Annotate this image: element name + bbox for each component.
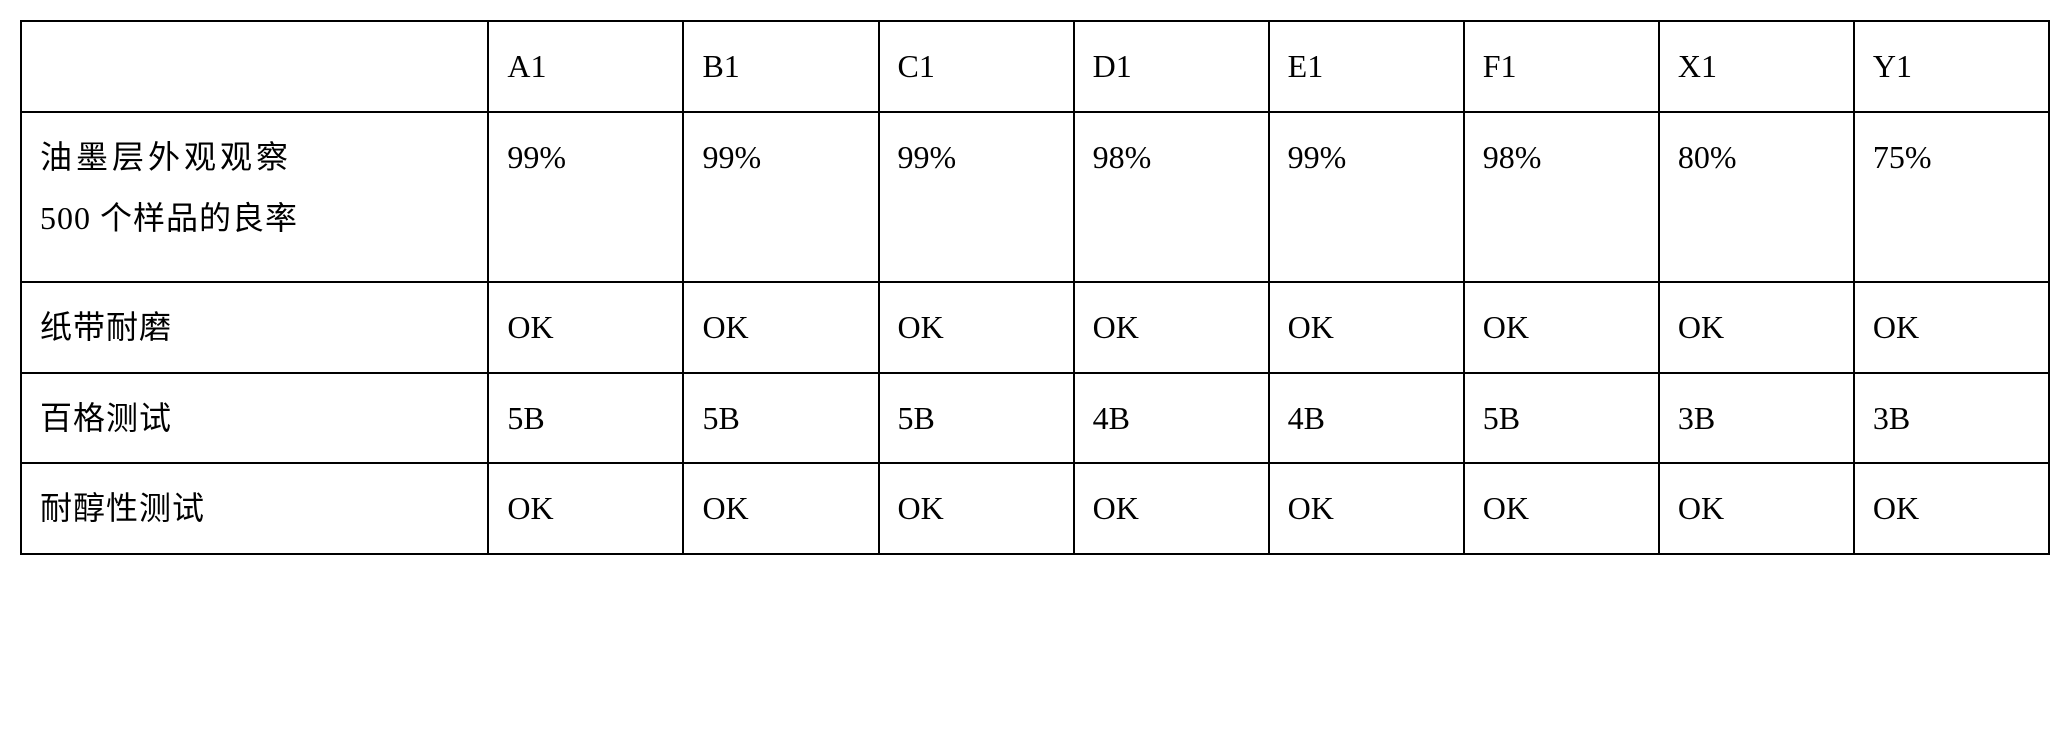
row-label-line1: 油墨层外观观察: [40, 139, 292, 175]
data-cell: 80%: [1659, 112, 1854, 282]
data-cell: 4B: [1269, 373, 1464, 464]
header-cell: C1: [879, 21, 1074, 112]
data-cell: 98%: [1074, 112, 1269, 282]
data-cell: 99%: [879, 112, 1074, 282]
row-label-cell: 百格测试: [21, 373, 488, 464]
data-cell: OK: [488, 463, 683, 554]
row-label-cell: 油墨层外观观察 500 个样品的良率: [21, 112, 488, 282]
data-cell: OK: [1269, 282, 1464, 373]
header-cell: F1: [1464, 21, 1659, 112]
header-cell: A1: [488, 21, 683, 112]
data-cell: OK: [1464, 282, 1659, 373]
row-label-cell: 纸带耐磨: [21, 282, 488, 373]
data-cell: 3B: [1659, 373, 1854, 464]
data-cell: OK: [1269, 463, 1464, 554]
data-cell: 99%: [488, 112, 683, 282]
data-cell: 5B: [683, 373, 878, 464]
data-cell: OK: [1854, 463, 2049, 554]
data-cell: OK: [1074, 463, 1269, 554]
data-cell: OK: [1659, 282, 1854, 373]
table-row: 耐醇性测试 OK OK OK OK OK OK OK OK: [21, 463, 2049, 554]
data-cell: OK: [1074, 282, 1269, 373]
header-cell: E1: [1269, 21, 1464, 112]
data-cell: OK: [1854, 282, 2049, 373]
header-cell-empty: [21, 21, 488, 112]
data-cell: 5B: [879, 373, 1074, 464]
data-cell: OK: [488, 282, 683, 373]
table-row: 纸带耐磨 OK OK OK OK OK OK OK OK: [21, 282, 2049, 373]
row-label-line2: 500 个样品的良率: [40, 200, 298, 236]
data-cell: 98%: [1464, 112, 1659, 282]
data-cell: 5B: [1464, 373, 1659, 464]
table-row: 百格测试 5B 5B 5B 4B 4B 5B 3B 3B: [21, 373, 2049, 464]
data-table: A1 B1 C1 D1 E1 F1 X1 Y1 油墨层外观观察 500 个样品的…: [20, 20, 2050, 555]
table-header-row: A1 B1 C1 D1 E1 F1 X1 Y1: [21, 21, 2049, 112]
header-cell: D1: [1074, 21, 1269, 112]
header-cell: Y1: [1854, 21, 2049, 112]
data-cell: OK: [683, 282, 878, 373]
data-cell: 3B: [1854, 373, 2049, 464]
data-cell: 5B: [488, 373, 683, 464]
data-cell: OK: [683, 463, 878, 554]
data-cell: OK: [879, 282, 1074, 373]
data-cell: OK: [879, 463, 1074, 554]
data-cell: 99%: [1269, 112, 1464, 282]
header-cell: X1: [1659, 21, 1854, 112]
data-cell: 4B: [1074, 373, 1269, 464]
data-cell: OK: [1659, 463, 1854, 554]
row-label-cell: 耐醇性测试: [21, 463, 488, 554]
table-row: 油墨层外观观察 500 个样品的良率 99% 99% 99% 98% 99% 9…: [21, 112, 2049, 282]
header-cell: B1: [683, 21, 878, 112]
data-cell: 99%: [683, 112, 878, 282]
data-cell: OK: [1464, 463, 1659, 554]
data-cell: 75%: [1854, 112, 2049, 282]
